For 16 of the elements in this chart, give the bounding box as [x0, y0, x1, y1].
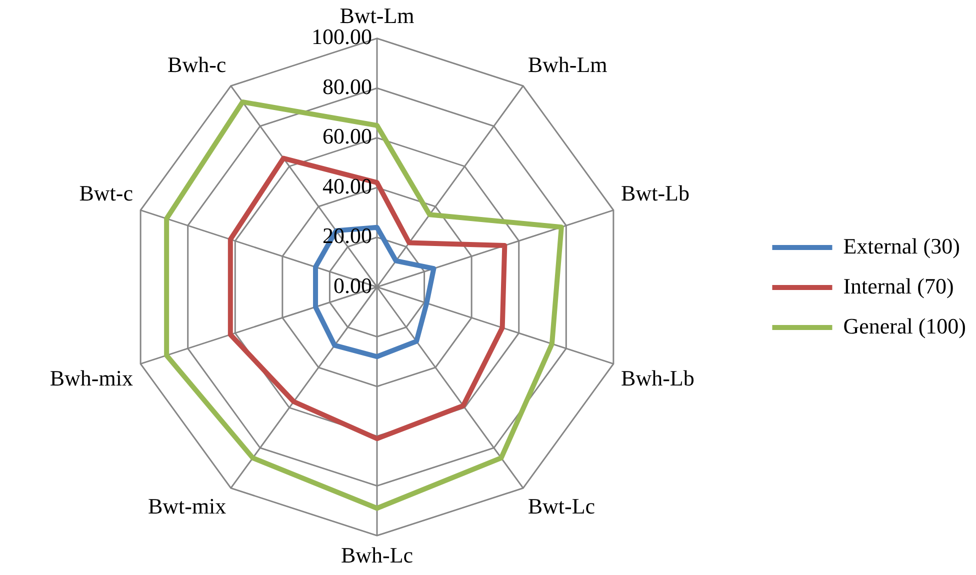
- spoke-label: Bwt-Lb: [621, 180, 690, 206]
- y-tick-label: 80.00: [322, 74, 372, 99]
- spoke-label: Bwh-Lm: [528, 52, 608, 77]
- spoke-label: Bwh-c: [168, 52, 226, 77]
- y-tick-label: 60.00: [322, 124, 372, 149]
- spoke-label: Bwt-mix: [148, 494, 226, 519]
- legend-label: Internal (70): [843, 273, 954, 298]
- legend-label: General (100): [843, 313, 966, 338]
- spoke-label: Bwh-Lc: [340, 542, 414, 568]
- spoke-label: Bwt-c: [79, 180, 134, 206]
- spoke-label: Bwh-Lb: [621, 365, 694, 390]
- legend-label: External (30): [843, 233, 960, 258]
- y-tick-label: 40.00: [322, 173, 372, 198]
- spoke-label: Bwt-Lc: [528, 494, 596, 519]
- spoke-label: Bwh-mix: [50, 365, 133, 390]
- y-tick-label: 0.00: [334, 272, 372, 298]
